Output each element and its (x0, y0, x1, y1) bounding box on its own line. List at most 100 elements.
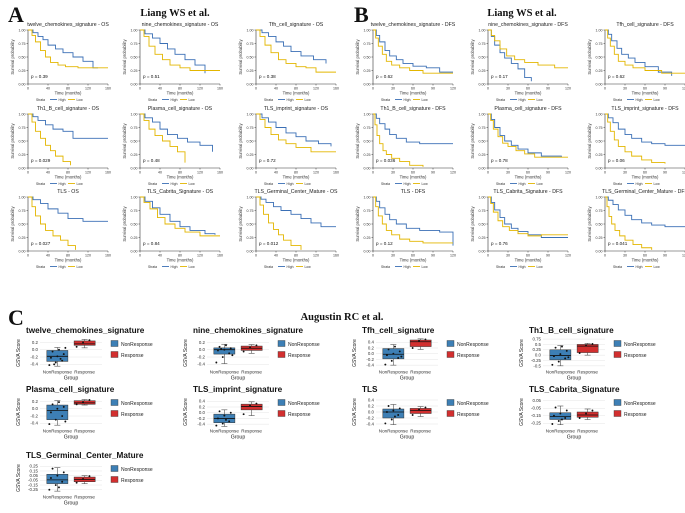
legend-strata-label: Strata (148, 265, 157, 269)
x-tick-label: 0 (487, 87, 489, 91)
box-title: Plasma_cell_signature (26, 385, 115, 394)
data-point (578, 417, 581, 419)
data-point (61, 480, 64, 483)
y-tick-label: 1.00 (479, 28, 486, 32)
box-plot-C8: TLS_Cabrita_Signature -0.25 -0.15 -0.05 0.05… (519, 385, 656, 441)
data-point (397, 414, 400, 416)
x-tick-label: 120 (450, 254, 456, 258)
y-tick-label: -0.4 (197, 362, 205, 367)
data-point (59, 357, 62, 360)
data-point (564, 417, 567, 419)
x-tick-label: 90 (663, 171, 667, 175)
data-point (82, 341, 84, 344)
legend-low-label: Low (305, 182, 312, 186)
legend-high-label: High (636, 98, 643, 102)
x-tick-label: 40 (158, 171, 162, 175)
legend-strata-label: Strata (496, 265, 505, 269)
data-point (561, 418, 563, 421)
p-value-label: p = 0.76 (491, 241, 508, 246)
y-tick-label: 0.2 (32, 399, 39, 404)
p-value-label: p = 0.17 (491, 74, 508, 79)
x-tick-label: 120 (682, 87, 685, 91)
x-axis-label: Time (months) (55, 91, 82, 96)
y-tick-label: 0.0 (368, 409, 375, 414)
data-point (223, 348, 226, 351)
data-point (424, 406, 427, 409)
y-tick-label: 0.2 (368, 403, 375, 408)
p-value-label: p = 0.12 (376, 241, 393, 246)
x-tick-label: 0 (255, 171, 257, 175)
legend-high-label: High (404, 265, 411, 269)
data-point (585, 344, 587, 347)
y-axis-label: GSVA Score (352, 398, 358, 426)
y-tick-label: 0.75 (479, 209, 486, 213)
y-tick-label: 0.50 (596, 222, 603, 226)
y-tick-label: 0.25 (479, 69, 486, 73)
x-tick-label: 80 (294, 171, 298, 175)
x-axis-label: Time (months) (167, 258, 194, 263)
box-response (409, 339, 432, 347)
y-tick-label: 0.00 (131, 249, 138, 253)
data-point (58, 401, 60, 404)
legend-swatch-nonresponse (446, 340, 455, 347)
y-tick-label: 0.00 (247, 82, 254, 86)
y-axis-label: Survival probability (122, 39, 127, 75)
y-tick-label: 1.00 (247, 112, 254, 116)
y-tick-label: 0.25 (479, 153, 486, 157)
x-tick-label: NonResponse (210, 370, 240, 375)
y-tick-label: 0.75 (247, 126, 254, 130)
y-tick-label: -0.4 (197, 422, 205, 427)
km-plot-A9: TLS_Germinal_Center_Mature - OS 0.00 0.25 0… (238, 189, 339, 269)
p-value-label: p = 0.62 (376, 74, 393, 79)
data-point (565, 409, 568, 412)
data-point (56, 474, 59, 477)
p-value-label: p = 0.029 (31, 158, 51, 163)
y-tick-label: -0.15 (28, 482, 39, 487)
y-axis-label: Survival probability (470, 206, 475, 242)
km-plot-A1: twelve_chemokines_signature - OS 0.00 0.25… (10, 22, 111, 102)
legend-label: NonResponse (624, 401, 656, 407)
data-point (591, 409, 594, 412)
y-tick-label: 1.00 (479, 195, 486, 199)
legend-strata-label: Strata (613, 182, 622, 186)
p-value-label: p = 0.041 (608, 241, 628, 246)
y-tick-label: 1.00 (19, 112, 26, 116)
x-tick-label: NonResponse (43, 495, 73, 500)
y-tick-label: 0.0 (368, 351, 375, 356)
x-axis-label: Group (400, 435, 415, 441)
legend-strata-label: Strata (36, 265, 45, 269)
y-axis-label: Survival probability (238, 123, 243, 159)
y-tick-label: 1.00 (131, 112, 138, 116)
x-tick-label: 0 (604, 254, 606, 258)
y-tick-label: 0.75 (19, 126, 26, 130)
legend-strata-label: Strata (264, 182, 273, 186)
y-tick-label: 0.4 (368, 340, 375, 345)
x-tick-label: NonResponse (546, 429, 576, 434)
y-tick-label: 0.00 (364, 166, 371, 170)
data-point (565, 349, 568, 352)
y-tick-label: 0.25 (247, 236, 254, 240)
y-tick-label: 0.00 (479, 166, 486, 170)
data-point (75, 403, 78, 406)
data-point (249, 346, 251, 349)
legend-label: NonResponse (457, 342, 489, 348)
data-point (390, 418, 393, 421)
y-axis-label: Survival probability (587, 123, 592, 159)
data-point (398, 407, 401, 410)
x-tick-label: 120 (682, 171, 685, 175)
y-tick-label: 1.00 (596, 28, 603, 32)
y-tick-label: 0.25 (364, 236, 371, 240)
y-tick-label: -0.2 (197, 416, 205, 421)
legend-swatch-response (613, 410, 622, 417)
legend-label: NonResponse (288, 401, 320, 407)
x-tick-label: 90 (663, 254, 667, 258)
y-axis-label: Survival probability (587, 39, 592, 75)
data-point (249, 404, 251, 407)
km-curve-high (140, 113, 213, 152)
x-tick-label: 0 (487, 254, 489, 258)
y-tick-label: 0.25 (247, 69, 254, 73)
x-tick-label: 40 (46, 87, 50, 91)
km-curve-low (488, 113, 568, 158)
y-axis-label: GSVA Score (519, 339, 525, 367)
data-point (229, 411, 232, 414)
